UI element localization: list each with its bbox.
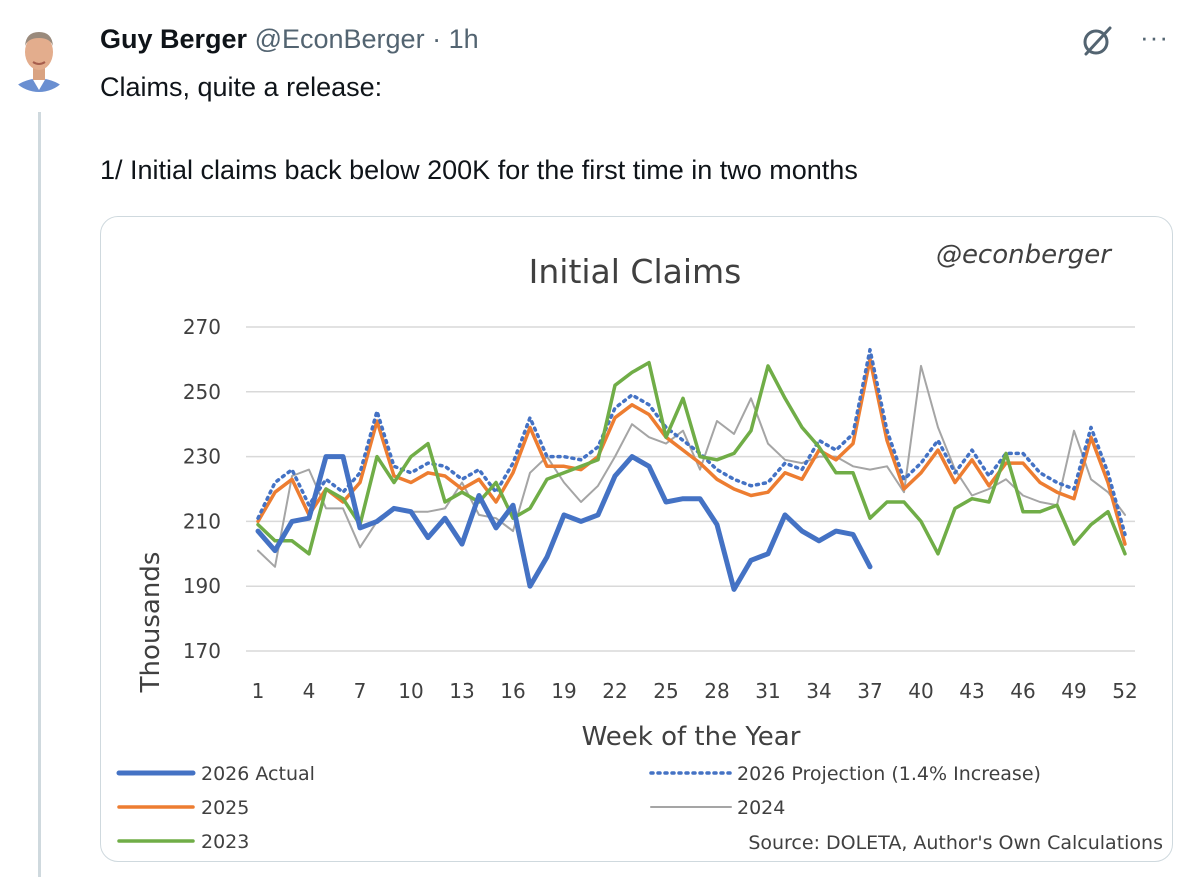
x-tick-label: 43 <box>959 679 984 703</box>
x-tick-label: 31 <box>755 679 780 703</box>
legend-label-0: 2026 Actual <box>201 763 315 785</box>
chart-legend: 2026 Actual 2025 2023 2026 Projection (1.4%… <box>116 763 1041 853</box>
avatar[interactable] <box>6 14 72 102</box>
thread-line <box>38 112 41 877</box>
legend-label-1: 2025 <box>201 797 249 819</box>
series-line-4 <box>256 360 1127 556</box>
series-line-0 <box>255 454 873 592</box>
tweet-text-line1: Claims, quite a release: <box>100 72 383 102</box>
x-ticks: 1 4 7 10 13 16 19 22 25 28 31 34 37 40 43 46 49 52 <box>252 679 1138 703</box>
tweet-header: Guy Berger @EconBerger · 1h <box>100 24 479 55</box>
series-line-1 <box>256 357 1127 546</box>
tweet-text-line2: 1/ Initial claims back below 200K for th… <box>100 155 858 185</box>
more-icon[interactable]: ··· <box>1140 22 1169 52</box>
header-separator: · <box>432 24 442 54</box>
y-tick-label: 210 <box>183 509 221 533</box>
x-tick-label: 4 <box>303 679 316 703</box>
tweet-time[interactable]: 1h <box>448 24 479 54</box>
y-tick-label: 170 <box>183 639 221 663</box>
y-ticks: 170 190 210 230 250 270 <box>183 315 221 663</box>
x-tick-label: 10 <box>398 679 423 703</box>
x-tick-label: 37 <box>857 679 882 703</box>
chart-grid <box>246 326 1135 652</box>
chart-source: Source: DOLETA, Author's Own Calculation… <box>748 832 1163 854</box>
chart-title: Initial Claims <box>529 252 742 291</box>
y-tick-label: 250 <box>183 380 221 404</box>
x-tick-label: 49 <box>1061 679 1086 703</box>
x-axis-label: Week of the Year <box>582 722 801 752</box>
x-tick-label: 1 <box>252 679 265 703</box>
legend-label-2: 2026 Projection (1.4% Increase) <box>737 763 1041 785</box>
x-tick-label: 16 <box>500 679 525 703</box>
x-tick-label: 28 <box>704 679 729 703</box>
y-tick-label: 190 <box>183 574 221 598</box>
chart-lines <box>255 347 1127 592</box>
grok-icon[interactable] <box>1080 24 1114 58</box>
series-line-2 <box>256 347 1127 537</box>
x-tick-label: 34 <box>806 679 831 703</box>
x-tick-label: 22 <box>602 679 627 703</box>
x-tick-label: 25 <box>653 679 678 703</box>
y-tick-label: 230 <box>183 445 221 469</box>
x-tick-label: 19 <box>551 679 576 703</box>
legend-label-3: 2024 <box>737 797 785 819</box>
x-tick-label: 52 <box>1112 679 1137 703</box>
y-axis-label: Thousands <box>136 552 166 694</box>
legend-label-4: 2023 <box>201 831 249 853</box>
chart-watermark: @econberger <box>936 240 1113 270</box>
author-name[interactable]: Guy Berger <box>100 24 248 54</box>
x-tick-label: 40 <box>908 679 933 703</box>
x-tick-label: 7 <box>354 679 367 703</box>
x-tick-label: 46 <box>1010 679 1035 703</box>
author-handle[interactable]: @EconBerger <box>254 24 425 54</box>
x-tick-label: 13 <box>449 679 474 703</box>
chart: Initial Claims @econberger Thousands Wee… <box>116 240 1163 854</box>
media-card[interactable]: Initial Claims @econberger Thousands Wee… <box>100 216 1173 862</box>
y-tick-label: 270 <box>183 315 221 339</box>
